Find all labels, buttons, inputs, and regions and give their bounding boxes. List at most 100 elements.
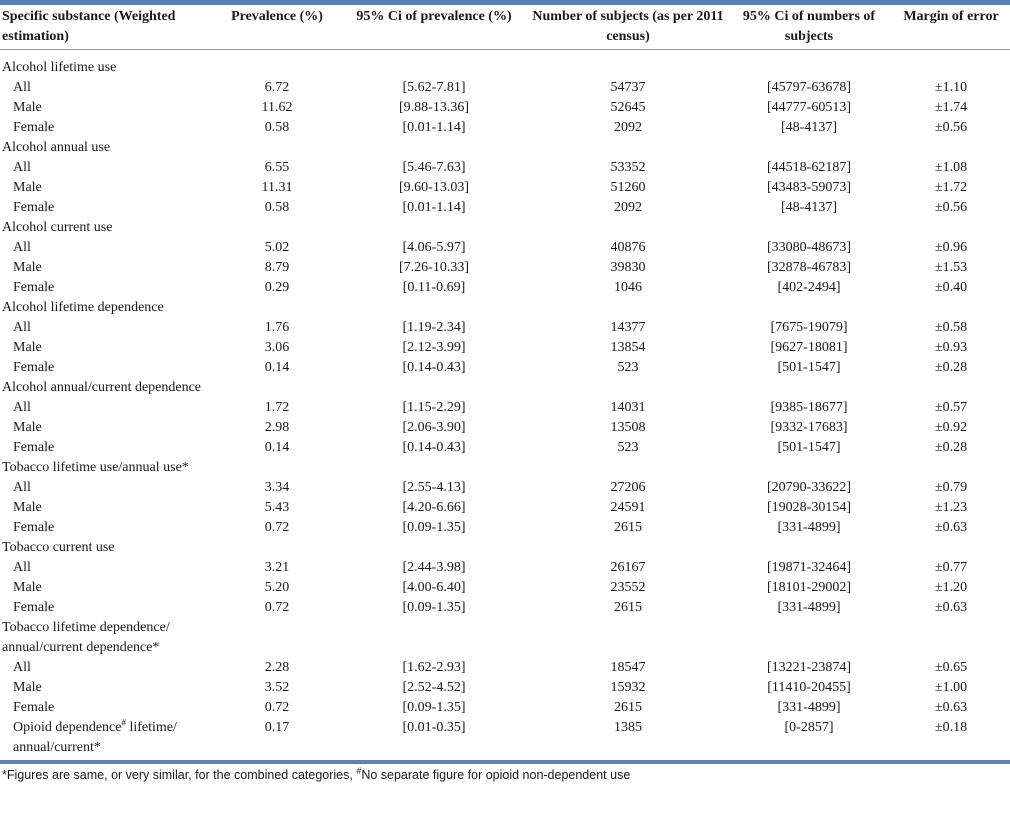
cell-prevalence: 2.28 [264,660,290,675]
header-number-subjects: Number of subjects (as per 2011 census) [532,9,724,44]
cell-number-subjects: 2092 [614,200,642,215]
cell-number-subjects: 523 [617,360,639,375]
cell-ci-numbers: [0-2857] [784,720,834,735]
cell-ci-prevalence: [2.55-4.13] [402,480,466,495]
spacer-row [0,50,1010,59]
cell-ci-prevalence: [1.62-2.93] [402,660,466,675]
table-row-opioid: Opioid dependence# lifetime/ annual/curr… [0,718,1010,758]
cell-ci-prevalence: [7.26-10.33] [399,260,469,275]
cell-margin-error: ±0.57 [934,400,968,415]
cell-ci-numbers: [9332-17683] [770,420,848,435]
cell-ci-prevalence: [0.01-1.14] [402,200,466,215]
cell-margin-error: ±1.74 [934,100,968,115]
cell-margin-error: ±0.96 [934,240,968,255]
cell-margin-error: ±0.56 [934,120,968,135]
empty-cell [530,538,726,558]
cell-prevalence: 0.17 [264,720,290,735]
cell-number-subjects: 15932 [610,680,646,695]
empty-cell [530,218,726,238]
cell-ci-numbers: [33080-48673] [767,240,851,255]
cell-prevalence: 8.79 [264,260,290,275]
table-row: Male 3.52 [2.52-4.52] 15932 [11410-20455] ±1.… [0,678,1010,698]
empty-cell [530,458,726,478]
opioid-label-sup: # [121,717,126,728]
row-label: All [13,560,31,575]
cell-prevalence: 6.55 [264,160,290,175]
cell-prevalence: 0.58 [264,200,290,215]
cell-margin-error: ±0.93 [934,340,968,355]
footnote-text-2: No separate figure for opioid non-depend… [361,768,631,782]
cell-ci-numbers: [402-2494] [777,280,841,295]
cell-prevalence: 0.14 [264,360,290,375]
empty-cell [338,138,530,158]
empty-cell [216,458,338,478]
group-row: Alcohol lifetime dependence [0,298,1010,318]
cell-margin-error: ±0.40 [934,280,968,295]
empty-cell [530,298,726,318]
table-row: Male 8.79 [7.26-10.33] 39830 [32878-46783] ±1… [0,258,1010,278]
cell-number-subjects: 523 [617,440,639,455]
cell-margin-error: ±0.79 [934,480,968,495]
group-label: Tobacco lifetime dependence/ annual/curr… [2,620,170,655]
cell-ci-numbers: [48-4137] [781,200,837,215]
cell-ci-numbers: [19028-30154] [767,500,851,515]
cell-prevalence: 2.98 [264,420,290,435]
cell-margin-error: ±0.63 [934,700,968,715]
cell-margin-error: ±1.08 [934,160,968,175]
group-row: Tobacco lifetime use/annual use* [0,458,1010,478]
empty-cell [530,618,726,658]
empty-cell [216,618,338,658]
table-row: Female 0.72 [0.09-1.35] 2615 [331-4899] ±0.63 [0,518,1010,538]
cell-number-subjects: 39830 [610,260,646,275]
group-label: Tobacco lifetime use/annual use* [2,460,189,475]
table-row: Female 0.58 [0.01-1.14] 2092 [48-4137] ±0.56 [0,118,1010,138]
cell-prevalence: 0.58 [264,120,290,135]
row-label: All [13,160,31,175]
cell-prevalence: 11.62 [261,100,293,115]
table-row: All 5.02 [4.06-5.97] 40876 [33080-48673] ±0.9… [0,238,1010,258]
cell-ci-numbers: [331-4899] [777,700,841,715]
cell-ci-numbers: [9385-18677] [770,400,848,415]
empty-cell [892,218,1010,238]
row-label: Female [13,520,55,535]
table-row: Female 0.72 [0.09-1.35] 2615 [331-4899] ±0.63 [0,698,1010,718]
empty-cell [892,458,1010,478]
empty-cell [216,298,338,318]
header-prevalence: Prevalence (%) [231,9,323,24]
empty-cell [892,378,1010,398]
cell-number-subjects: 18547 [610,660,646,675]
cell-number-subjects: 54737 [610,80,646,95]
cell-ci-numbers: [501-1547] [777,440,841,455]
table-row: Male 3.06 [2.12-3.99] 13854 [9627-18081] ±0.9… [0,338,1010,358]
empty-cell [338,218,530,238]
cell-prevalence: 3.52 [264,680,290,695]
cell-ci-prevalence: [1.15-2.29] [402,400,466,415]
cell-prevalence: 5.20 [264,580,290,595]
row-label: All [13,240,31,255]
cell-number-subjects: 52645 [610,100,646,115]
group-label: Tobacco current use [2,540,115,555]
row-label: Male [13,260,42,275]
empty-cell [338,378,530,398]
row-label: All [13,660,31,675]
row-label: Female [13,360,55,375]
cell-ci-numbers: [20790-33622] [767,480,851,495]
cell-prevalence: 0.72 [264,600,290,615]
cell-ci-prevalence: [2.06-3.90] [402,420,466,435]
top-rule [0,0,1010,5]
group-label: Alcohol annual use [2,140,111,155]
table-row: Male 11.31 [9.60-13.03] 51260 [43483-59073] ±… [0,178,1010,198]
table-body: Alcohol lifetime use All 6.72 [5.62-7.81] 54… [0,50,1010,759]
cell-ci-numbers: [43483-59073] [767,180,851,195]
cell-ci-numbers: [18101-29002] [767,580,851,595]
cell-number-subjects: 53352 [610,160,646,175]
empty-cell [726,58,892,78]
cell-number-subjects: 23552 [610,580,646,595]
empty-cell [726,138,892,158]
cell-ci-prevalence: [4.00-6.40] [402,580,466,595]
cell-prevalence: 5.02 [264,240,290,255]
cell-prevalence: 0.72 [264,700,290,715]
header-ci-numbers: 95% Ci of numbers of subjects [742,9,876,44]
group-row: Alcohol annual use [0,138,1010,158]
cell-prevalence: 1.76 [264,320,290,335]
